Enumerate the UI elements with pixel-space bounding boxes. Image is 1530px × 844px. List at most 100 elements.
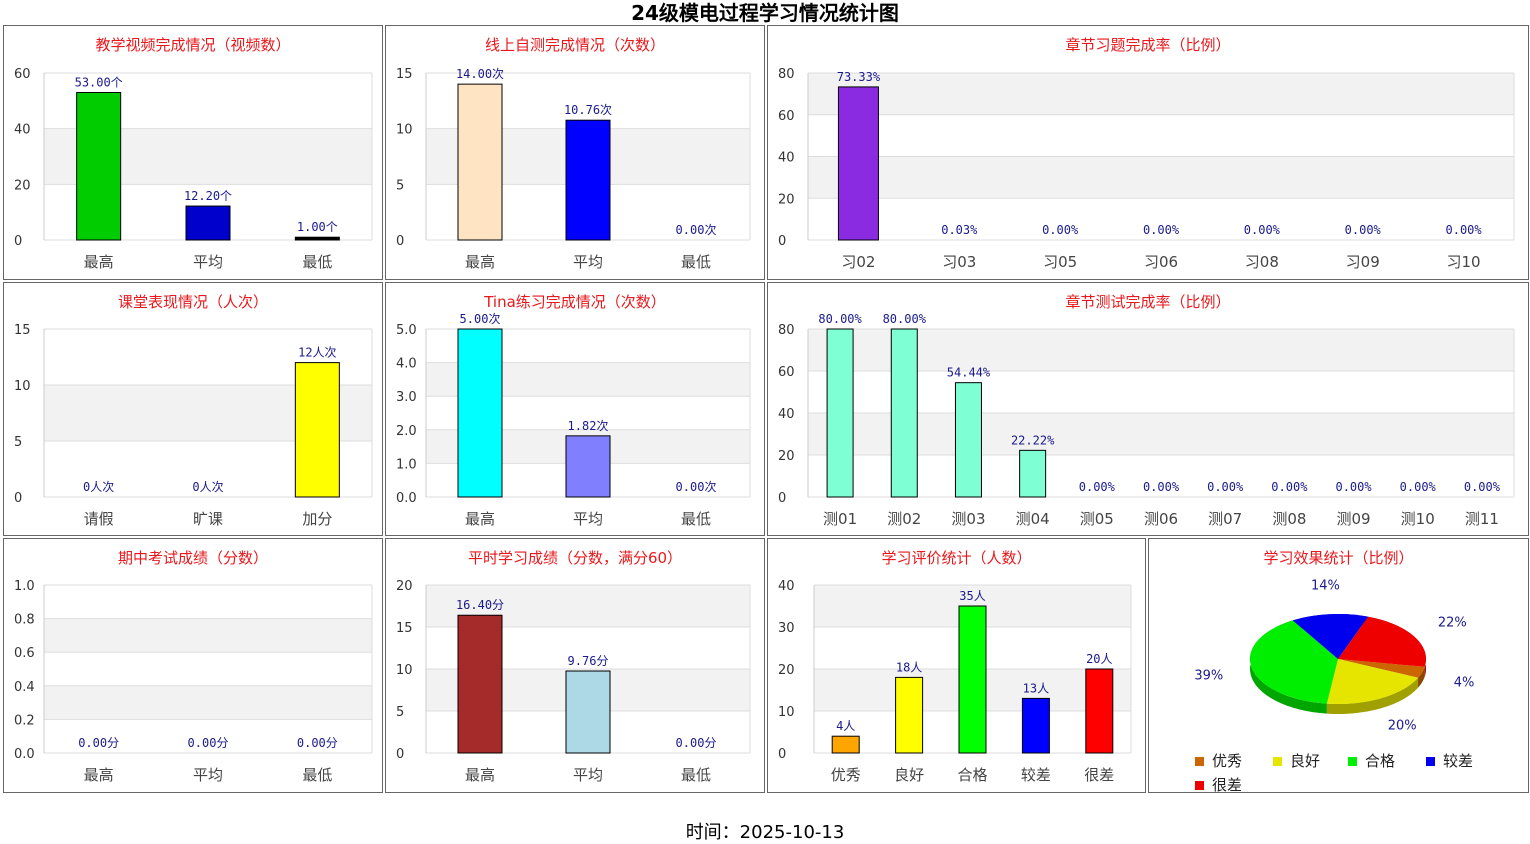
y-tick-label: 60 bbox=[778, 109, 795, 124]
y-tick-label: 10 bbox=[778, 705, 795, 720]
legend-label: 较差 bbox=[1443, 752, 1474, 770]
legend-label: 优秀 bbox=[1212, 752, 1243, 770]
x-tick-label: 平均 bbox=[573, 766, 603, 784]
bar bbox=[185, 205, 231, 241]
x-tick-label: 较差 bbox=[1021, 766, 1051, 784]
bar bbox=[294, 236, 340, 241]
grid-band bbox=[808, 413, 1514, 455]
data-label: 0.00% bbox=[1079, 480, 1116, 494]
data-label: 35人 bbox=[959, 589, 985, 603]
data-label: 0.00% bbox=[1446, 223, 1483, 237]
y-tick-label: 60 bbox=[778, 365, 795, 380]
x-tick-label: 最高 bbox=[84, 253, 114, 271]
y-tick-label: 1.0 bbox=[396, 457, 417, 472]
data-label: 0人次 bbox=[192, 480, 223, 494]
x-tick-label: 平均 bbox=[573, 253, 603, 271]
y-tick-label: 20 bbox=[14, 178, 31, 193]
chart-title: 教学视频完成情况（视频数） bbox=[95, 36, 291, 54]
bar bbox=[837, 86, 879, 241]
y-tick-label: 10 bbox=[14, 379, 31, 394]
pie-slice bbox=[1292, 613, 1369, 659]
y-tick-label: 60 bbox=[14, 67, 31, 82]
x-tick-label: 测03 bbox=[951, 510, 985, 528]
y-tick-label: 0 bbox=[778, 234, 786, 249]
data-label: 0.00分 bbox=[188, 736, 229, 750]
data-label: 53.00个 bbox=[75, 75, 123, 89]
data-label: 20人 bbox=[1086, 652, 1112, 666]
bar bbox=[958, 605, 987, 754]
chart-panel-effect: 学习效果统计（比例） 4% 20% 39% 14% 22% 优秀 良好 合格 较差 很差 bbox=[1148, 538, 1529, 795]
pie-label: 39% bbox=[1194, 668, 1223, 683]
bar bbox=[457, 614, 503, 754]
y-tick-label: 20 bbox=[778, 192, 795, 207]
data-label: 18人 bbox=[896, 660, 922, 674]
x-tick-label: 习02 bbox=[841, 253, 875, 271]
x-tick-label: 最高 bbox=[465, 253, 495, 271]
bar bbox=[1019, 449, 1047, 498]
x-tick-label: 最高 bbox=[84, 766, 114, 784]
x-tick-label: 测08 bbox=[1272, 510, 1306, 528]
y-tick-label: 4.0 bbox=[396, 357, 417, 372]
legend-label: 很差 bbox=[1212, 776, 1243, 794]
pie-slice bbox=[1338, 659, 1425, 678]
chart-title: 学习评价统计（人数） bbox=[881, 549, 1032, 567]
data-label: 0.00分 bbox=[676, 736, 717, 750]
legend-item: 较差 bbox=[1426, 750, 1473, 771]
legend-swatch bbox=[1273, 757, 1282, 766]
pie-slice bbox=[1326, 659, 1419, 705]
data-label: 16.40分 bbox=[456, 598, 504, 612]
x-tick-label: 习10 bbox=[1447, 253, 1481, 271]
bar bbox=[895, 676, 924, 754]
y-tick-label: 0 bbox=[778, 491, 786, 506]
chart-title: 章节习题完成率（比例） bbox=[1065, 36, 1231, 54]
data-label: 0.00% bbox=[1271, 480, 1308, 494]
chart-panel-selftest: 线上自测完成情况（次数） 0 5 10 15 14.00次 最高 10.76次 平均 0.00次… bbox=[385, 25, 765, 280]
x-tick-label: 习09 bbox=[1346, 253, 1380, 271]
x-tick-label: 习05 bbox=[1043, 253, 1077, 271]
data-label: 0.00分 bbox=[297, 736, 338, 750]
bar bbox=[565, 119, 611, 241]
legend-item: 良好 bbox=[1273, 750, 1320, 771]
y-tick-label: 2.0 bbox=[396, 424, 417, 439]
y-tick-label: 80 bbox=[778, 67, 795, 82]
x-tick-label: 平均 bbox=[193, 766, 223, 784]
pie-label: 14% bbox=[1311, 578, 1340, 593]
y-tick-label: 0 bbox=[396, 234, 404, 249]
pie-slice-side bbox=[1250, 620, 1327, 714]
y-tick-label: 0.0 bbox=[14, 747, 35, 762]
y-tick-label: 0 bbox=[396, 747, 404, 762]
legend-item: 很差 bbox=[1195, 774, 1242, 795]
data-label: 0.00% bbox=[1042, 223, 1079, 237]
data-label: 0.00% bbox=[1143, 480, 1180, 494]
page-title: 24级模电过程学习情况统计图 bbox=[631, 1, 899, 25]
data-label: 1.00个 bbox=[297, 220, 338, 234]
bar bbox=[565, 670, 611, 754]
data-label: 0.00% bbox=[1207, 480, 1244, 494]
x-tick-label: 最低 bbox=[681, 766, 711, 784]
data-label: 4人 bbox=[836, 719, 855, 733]
x-tick-label: 最高 bbox=[465, 766, 495, 784]
grid-band bbox=[808, 329, 1514, 371]
pie-slice-side bbox=[1326, 677, 1419, 714]
pie-slice bbox=[1338, 616, 1426, 667]
y-tick-label: 15 bbox=[14, 323, 31, 338]
chart-title: 课堂表现情况（人次） bbox=[117, 293, 268, 311]
y-tick-label: 0.2 bbox=[14, 713, 35, 728]
bar bbox=[457, 328, 503, 498]
exercise-bar-chart: 0 20 40 60 80 73.33% 习02 0.03% 习03 0.00% 习05 0.00% 习… bbox=[778, 67, 1515, 271]
y-tick-label: 0 bbox=[14, 234, 22, 249]
x-tick-label: 旷课 bbox=[193, 510, 223, 528]
y-tick-label: 5 bbox=[396, 178, 404, 193]
data-label: 12人次 bbox=[298, 346, 336, 360]
x-tick-label: 最低 bbox=[681, 510, 711, 528]
chart-panel-midterm: 期中考试成绩（分数） 0.0 0.2 0.4 0.6 0.8 1.0 0.00分 最高 0.00… bbox=[3, 538, 383, 793]
y-tick-label: 10 bbox=[396, 123, 413, 138]
y-tick-label: 0.8 bbox=[14, 613, 35, 628]
pie-slice-side bbox=[1418, 666, 1425, 688]
x-tick-label: 习08 bbox=[1245, 253, 1279, 271]
chart-panel-classroom: 课堂表现情况（人次） 0 5 10 15 0人次 请假 0人次 旷课 12人次 加分 bbox=[3, 282, 383, 536]
effect-pie-chart: 4% 20% 39% 14% 22% bbox=[1194, 578, 1474, 733]
y-tick-label: 80 bbox=[778, 323, 795, 338]
y-tick-label: 15 bbox=[396, 621, 413, 636]
